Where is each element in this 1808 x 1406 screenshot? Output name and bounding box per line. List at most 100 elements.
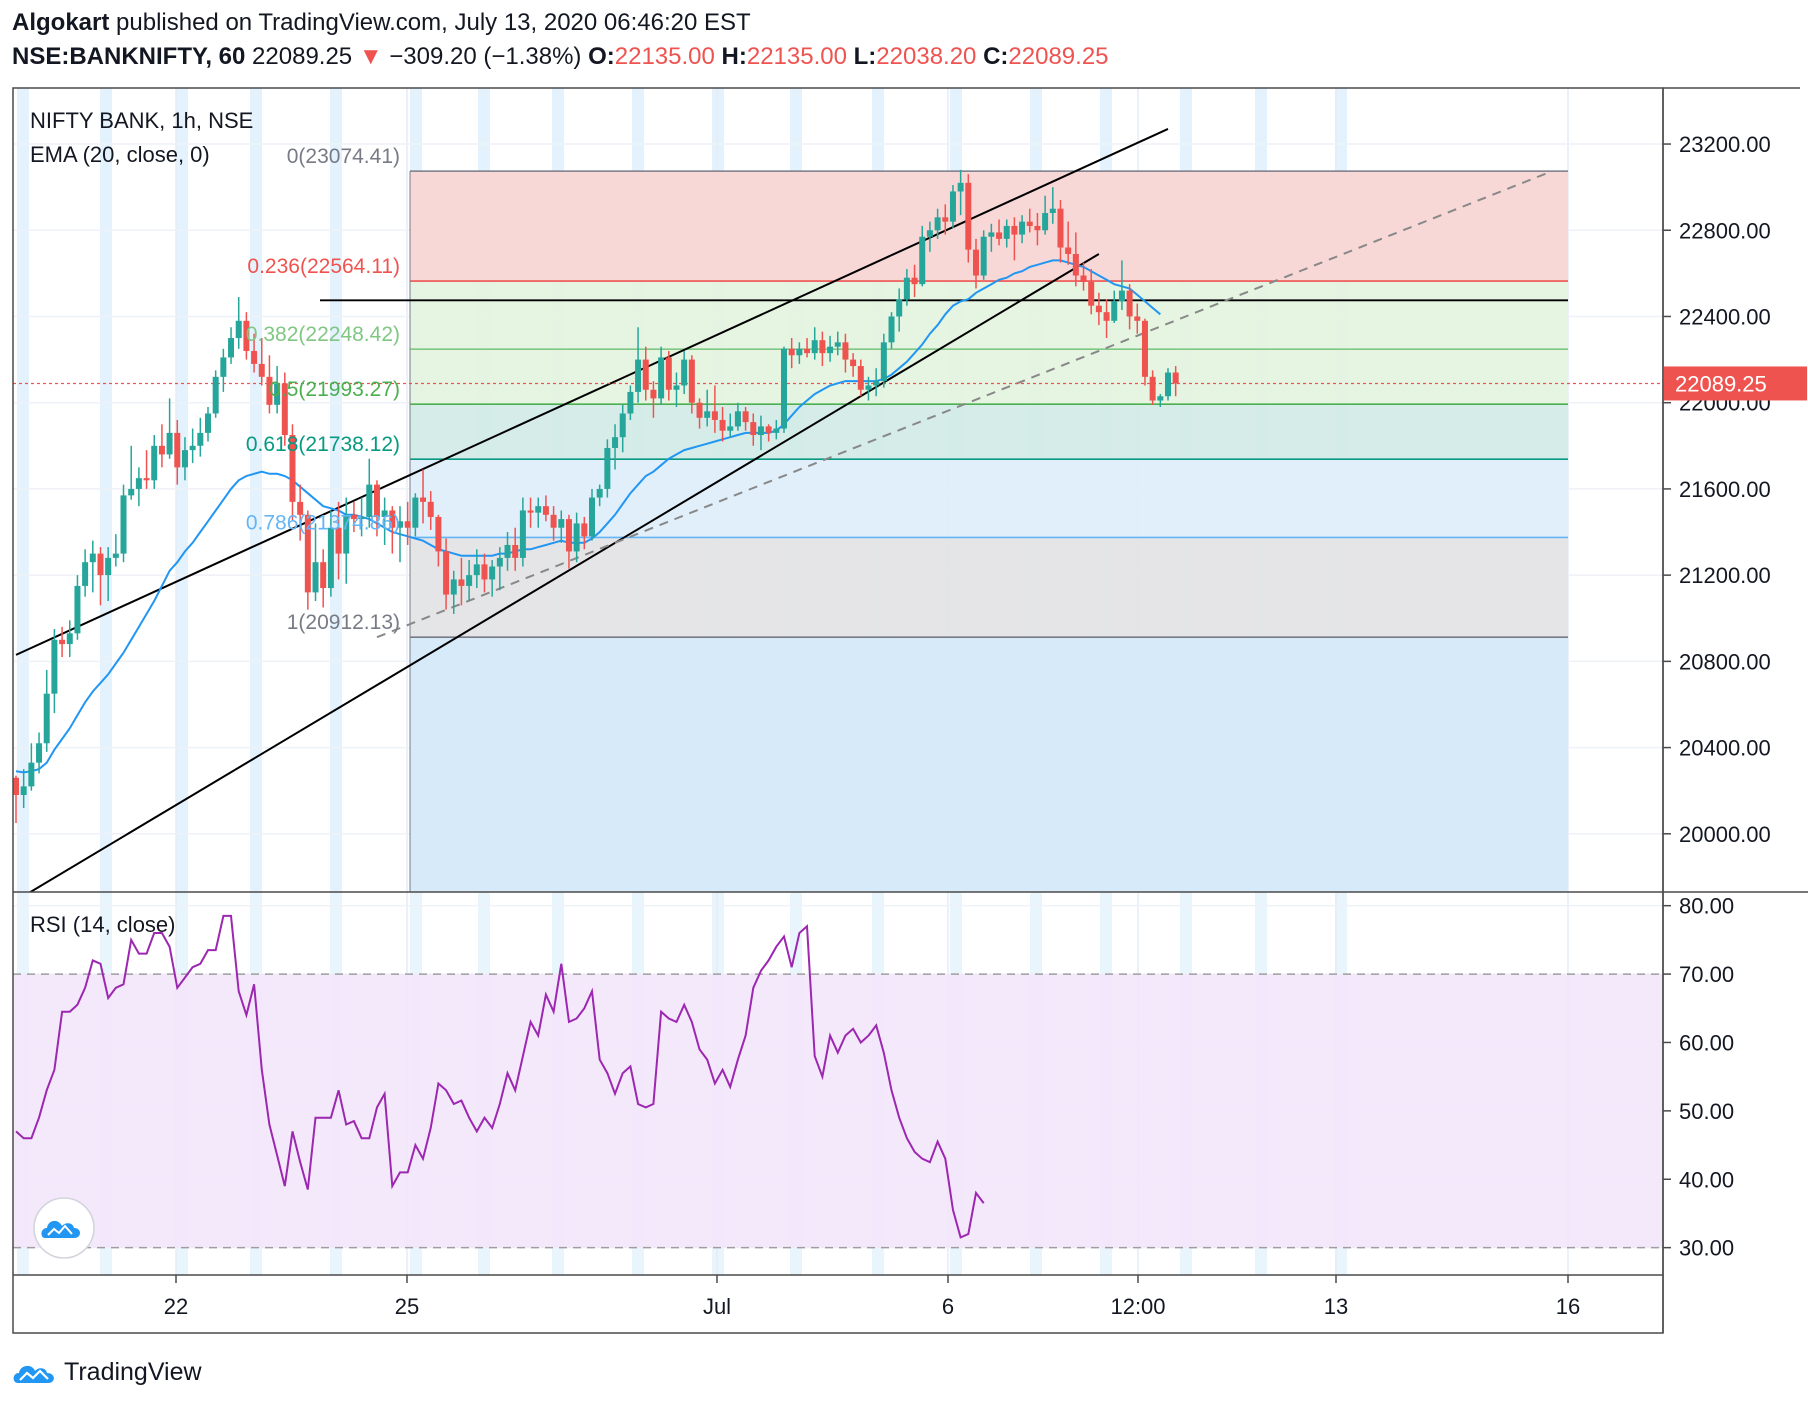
candle-body [320,562,327,589]
candle-body [412,497,419,528]
candle-body [711,411,718,420]
candle-body [865,385,872,390]
published-text: published on TradingView.com, July 13, 2… [116,9,751,36]
candle-body [788,348,795,356]
fib-level-label-0.382: 0.382(22248.42) [246,323,400,346]
cloud-chart-icon [47,1224,73,1236]
candle-body [289,435,296,502]
open-value: 22135.00 [614,43,715,70]
candle-body [373,484,380,517]
channel-line-2 [376,170,1553,639]
session-band-main [17,88,29,892]
candle-body [658,357,665,399]
candle-body [420,497,427,502]
candle-body [1080,275,1087,282]
candle-body [251,350,258,364]
candle-body [542,506,549,515]
open-label: O: [588,43,615,70]
fib-level-label-0.236: 0.236(22564.11) [247,255,400,278]
candle-body [158,445,165,455]
candle-body [1157,396,1164,401]
candle-body [1011,225,1018,235]
candle-body [965,182,972,250]
quote-line: NSE:BANKNIFTY, 60 22089.25 ▼ −309.20 (−1… [12,40,1802,74]
candle-body [97,553,104,576]
candle-body [350,514,357,520]
candle-body [811,340,818,354]
candle-body [28,762,35,787]
candle-body [796,348,803,356]
rsi-tick-label: 30.00 [1679,1236,1734,1261]
candle-body [112,553,119,558]
candle-body [934,217,941,231]
price-tick-label: 20400.00 [1679,736,1771,761]
candle-body [189,445,196,451]
price-tick-label: 21600.00 [1679,477,1771,502]
fib-level-label-0.786: 0.786(21374.86) [246,511,400,534]
candle-body [128,488,135,496]
candle-body [765,426,772,433]
price-tick-label: 22800.00 [1679,218,1771,243]
trend-lines[interactable] [13,128,1663,901]
candle-body [1095,305,1102,313]
candle-body [1111,301,1118,321]
candle-body [627,391,634,414]
candle-body [573,523,580,552]
candle-body [389,510,396,528]
candle-body [888,316,895,343]
candle-body [458,579,465,586]
candle-body [135,478,142,489]
candle-body [996,232,1003,239]
candle-body [535,506,542,513]
candle-body [980,236,987,276]
candle-body [612,437,619,448]
candle-body [1088,281,1095,306]
candle-body [558,519,565,528]
close-label: C: [983,43,1009,70]
candle-body [642,359,649,390]
candle-body [1103,312,1110,321]
candle-body [82,562,89,586]
candle-body [335,527,342,554]
candle-body [1003,225,1010,239]
candle-body [20,786,27,796]
candlestick-series [13,169,1179,824]
rsi-band-fill [13,974,1663,1248]
candle-body [742,411,749,423]
candle-body [512,544,519,558]
candle-body [466,575,473,586]
candle-body [589,497,595,537]
fib-zone-0.236 [410,281,1568,350]
candle-body [857,366,864,390]
candle-body [819,340,826,354]
footer-brand[interactable]: TradingView [64,1357,202,1386]
fibonacci-retracement[interactable] [409,170,1568,892]
candle-body [681,359,688,386]
candle-body [850,359,857,367]
fib-zone-1 [410,637,1568,892]
fib-level-label-0: 0(23074.41) [287,145,400,168]
axes: 23200.0022800.0022400.0022000.0021600.00… [164,132,1807,1319]
rsi-tick-label: 50.00 [1679,1099,1734,1124]
tradingview-logo-icon [13,1365,54,1383]
candle-body [527,510,534,513]
candle-body [381,510,388,517]
candle-body [903,277,910,300]
candle-body [696,402,703,418]
candle-body [880,342,887,382]
candle-body [327,527,334,589]
candle-body [51,639,58,694]
price-tick-label: 22400.00 [1679,304,1771,329]
last-price: 22089.25 [252,43,353,70]
time-tick-label: 16 [1556,1294,1580,1319]
candle-body [266,376,273,405]
candle-body [1126,290,1133,317]
candle-body [197,432,204,446]
time-tick-label: 25 [395,1294,419,1319]
low-value: 22038.20 [876,43,977,70]
candle-body [596,488,603,498]
candle-body [919,236,926,285]
candle-body [228,338,235,358]
author-name[interactable]: Algokart [12,9,110,36]
